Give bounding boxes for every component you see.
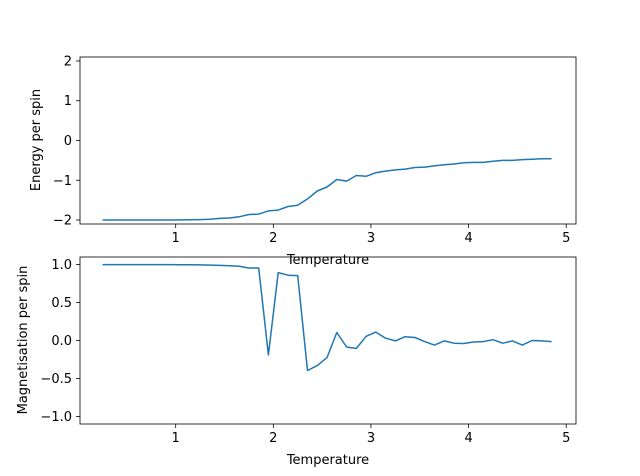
magnetisation-x-tick-label: 2 (269, 431, 277, 446)
magnetisation-y-ticks: −1.0 −0.5 0.0 0.5 1.0 (40, 258, 80, 425)
magnetisation-y-axis-label: Magnetisation per spin (16, 266, 31, 415)
magnetisation-y-tick-label: 0.0 (51, 334, 72, 349)
magnetisation-x-tick-label: 3 (367, 431, 375, 446)
energy-x-axis-label: Temperature (286, 253, 369, 268)
magnetisation-x-tick-label: 4 (464, 431, 472, 446)
energy-y-tick-label: −2 (53, 214, 72, 229)
energy-x-tick-label: 4 (464, 231, 472, 246)
energy-y-tick-label: 0 (64, 134, 72, 149)
magnetisation-x-axis-label: Temperature (286, 453, 369, 468)
magnetisation-y-tick-label: −1.0 (40, 410, 72, 425)
energy-y-axis-label: Energy per spin (29, 89, 44, 191)
energy-x-ticks: 1 2 3 4 5 (172, 224, 570, 246)
magnetisation-subplot: 1 2 3 4 5 −1.0 −0.5 0.0 0.5 1.0 Temperature Magn… (16, 256, 577, 468)
energy-x-tick-label: 1 (172, 231, 180, 246)
energy-series-line (102, 158, 552, 221)
magnetisation-y-tick-label: −0.5 (40, 372, 72, 387)
magnetisation-series-line (102, 263, 552, 372)
energy-x-tick-label: 3 (367, 231, 375, 246)
magnetisation-x-tick-label: 5 (562, 431, 570, 446)
energy-y-tick-label: 1 (64, 94, 72, 109)
energy-subplot: 1 2 3 4 5 −2 −1 0 1 2 Temperature Energy per spi… (29, 54, 577, 268)
magnetisation-y-tick-label: 0.5 (51, 296, 72, 311)
energy-y-tick-label: 2 (64, 54, 72, 69)
energy-x-tick-label: 5 (562, 231, 570, 246)
energy-y-ticks: −2 −1 0 1 2 (53, 54, 80, 229)
energy-x-tick-label: 2 (269, 231, 277, 246)
energy-y-tick-label: −1 (53, 174, 72, 189)
magnetisation-x-ticks: 1 2 3 4 5 (172, 424, 570, 446)
magnetisation-y-tick-label: 1.0 (51, 258, 72, 273)
magnetisation-x-tick-label: 1 (172, 431, 180, 446)
